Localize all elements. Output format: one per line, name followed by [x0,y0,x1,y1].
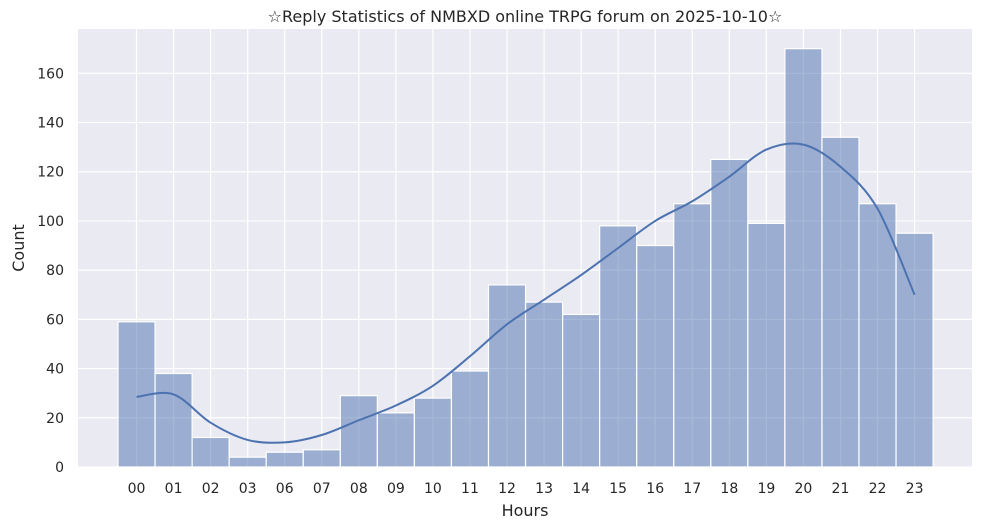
x-tick-label: 14 [572,481,590,497]
x-tick-label: 03 [239,481,257,497]
x-tick-label: 01 [165,481,183,497]
bar-hour-10 [413,397,453,468]
x-tick-label: 16 [646,481,664,497]
x-tick-label: 17 [683,481,701,497]
bar-hour-21 [821,136,860,468]
bar-hour-06 [265,451,304,468]
y-tick-label: 0 [55,460,64,476]
y-tick-label: 120 [37,165,64,181]
x-tick-label: 12 [498,481,516,497]
y-tick-label: 40 [46,362,64,378]
x-tick-label: 20 [795,481,813,497]
x-axis-title: Hours [502,501,549,520]
y-tick-label: 160 [37,66,64,82]
x-tick-label: 08 [350,481,368,497]
kde-curve [136,142,916,444]
y-tick-labels: 0 20 40 60 80 100 120 140 160 [37,66,64,476]
bar-hour-09 [376,412,416,468]
bar-hour-13 [524,301,564,468]
y-tick-label: 20 [46,411,64,427]
bar-hour-17 [673,203,712,468]
x-tick-label: 21 [832,481,850,497]
bar-hour-01 [154,372,193,468]
x-tick-label: 23 [906,481,924,497]
y-tick-label: 80 [46,263,64,279]
x-tick-label: 09 [387,481,405,497]
x-tick-label: 15 [609,481,627,497]
bar-hour-02 [191,436,230,468]
x-tick-label: 06 [276,481,294,497]
x-tick-label: 00 [128,481,146,497]
bar-hour-18 [710,158,749,468]
bar-hour-16 [636,244,675,468]
y-tick-label: 140 [37,116,64,132]
x-tick-label: 02 [202,481,220,497]
bar-hour-07 [302,449,341,468]
x-tick-label: 19 [757,481,775,497]
bar-hour-23 [895,232,934,468]
bar-hour-08 [339,395,378,468]
bar-hour-14 [561,313,601,468]
bar-hour-19 [747,222,786,468]
y-axis-title: Count [9,224,28,272]
y-tick-label: 60 [46,312,64,328]
x-tick-label: 11 [461,481,479,497]
chart-title: ☆Reply Statistics of NMBXD online TRPG f… [268,7,783,26]
bar-hour-20 [784,48,823,468]
bar-hour-12 [487,284,527,468]
x-tick-label: 10 [424,481,442,497]
bar-hour-15 [599,225,638,468]
x-tick-labels: 00 01 02 03 06 07 08 09 10 11 12 13 14 15 16 17 18 19 20 21… [128,481,924,497]
x-tick-label: 07 [313,481,331,497]
bars [117,48,934,468]
bar-hour-22 [858,203,897,468]
y-tick-label: 100 [37,214,64,230]
x-tick-label: 18 [720,481,738,497]
bar-hour-11 [450,370,490,468]
x-tick-label: 22 [869,481,887,497]
bar-hour-03 [228,456,267,468]
x-tick-label: 13 [535,481,553,497]
